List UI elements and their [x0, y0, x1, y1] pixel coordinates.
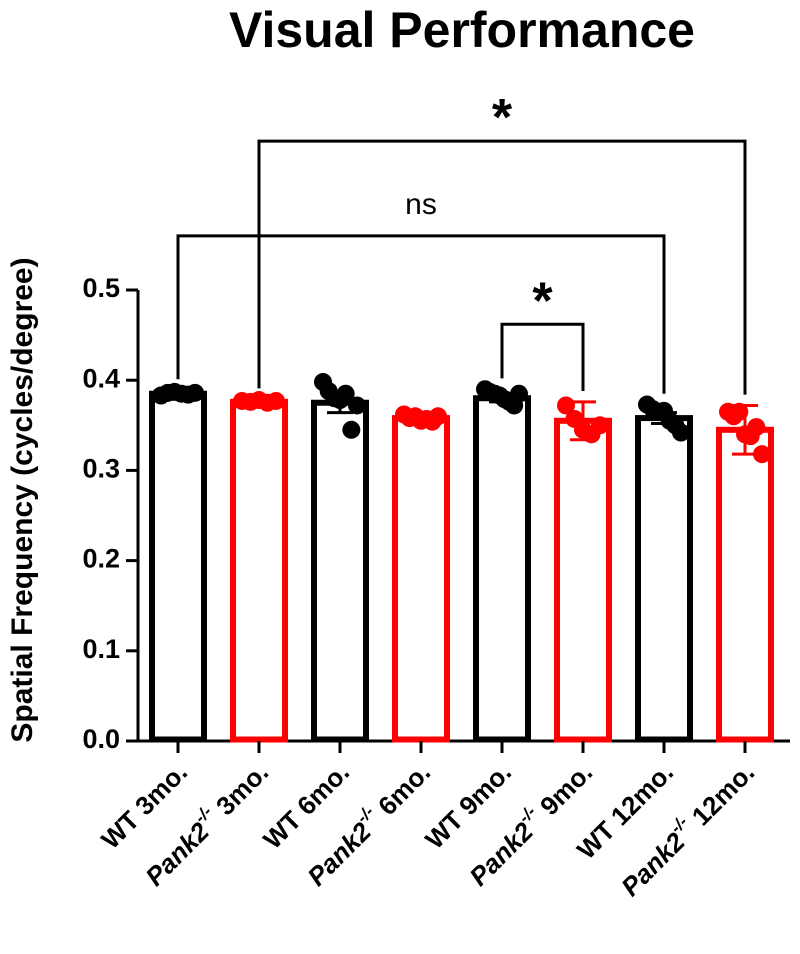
data-point — [591, 416, 609, 435]
bar — [230, 398, 288, 743]
bar — [149, 390, 207, 743]
y-tick-label: 0.3 — [82, 454, 120, 484]
data-point — [342, 420, 361, 439]
significance-bracket — [257, 139, 747, 395]
data-point — [336, 384, 355, 403]
data-point — [557, 396, 575, 415]
y-axis-label: Spatial Frequency (cycles/degree) — [6, 257, 39, 742]
data-point — [267, 391, 285, 410]
bar — [554, 417, 612, 743]
bar — [716, 426, 774, 743]
data-point — [753, 445, 771, 464]
y-tick-label: 0.5 — [82, 273, 120, 303]
data-point — [730, 402, 749, 421]
data-point — [429, 407, 447, 426]
bar — [311, 399, 369, 743]
x-tick-label: Pank2-/- 12mo. — [613, 754, 760, 901]
bar — [473, 395, 531, 743]
y-tick-label: 0.4 — [82, 363, 120, 393]
plot-area: 0.00.10.20.30.40.5WT 3mo.Pank2-/- 3mo.WT… — [82, 89, 790, 902]
bar — [392, 415, 450, 743]
data-point — [186, 383, 204, 402]
significance-ns: ns — [405, 188, 437, 221]
significance-star: * — [492, 89, 513, 147]
data-point — [747, 418, 766, 437]
significance-bracket — [500, 322, 585, 392]
y-tick-label: 0.2 — [82, 544, 120, 574]
bar — [635, 415, 693, 743]
y-tick-label: 0.1 — [82, 634, 120, 664]
chart-title: Visual Performance — [229, 2, 695, 58]
data-point — [510, 384, 528, 403]
y-tick-label: 0.0 — [82, 724, 120, 754]
data-point — [348, 396, 366, 415]
significance-star: * — [532, 272, 553, 330]
data-point — [672, 423, 690, 442]
significance-bracket — [176, 234, 666, 394]
